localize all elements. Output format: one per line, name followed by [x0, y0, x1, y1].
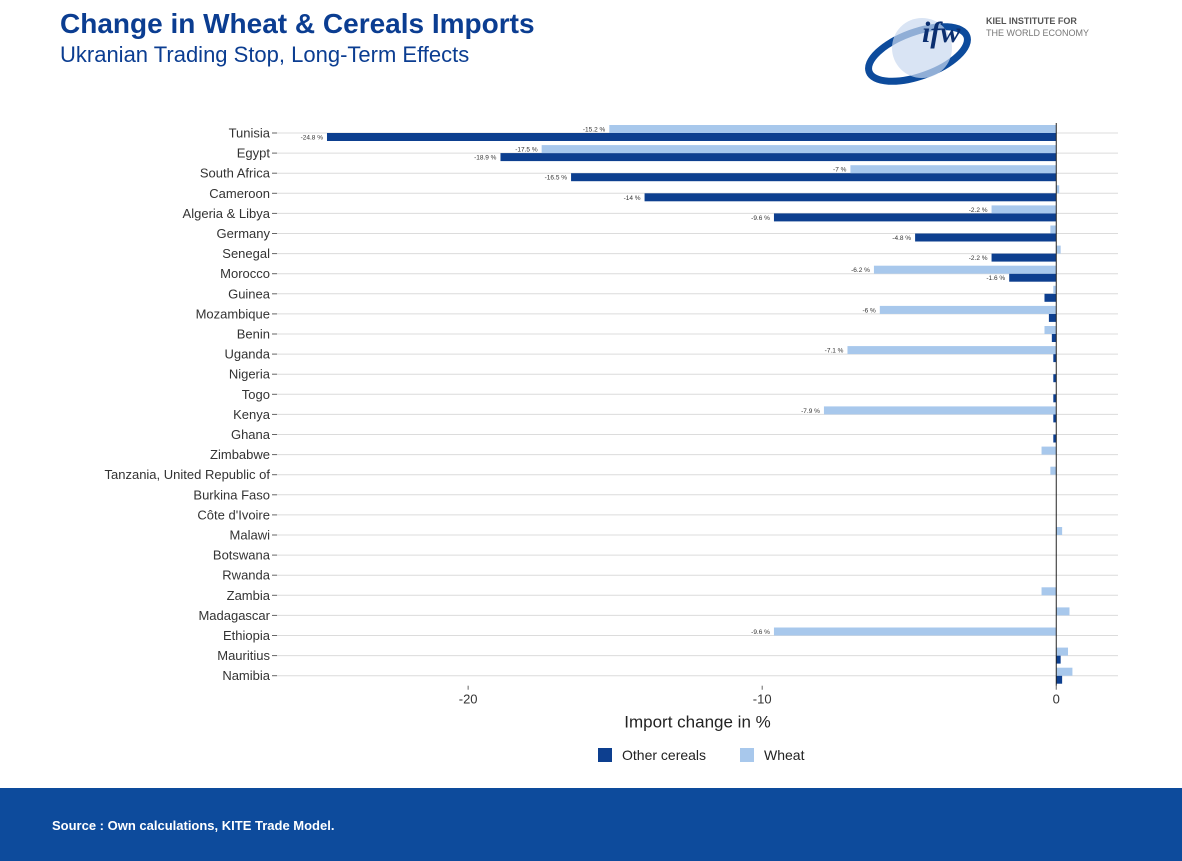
bar-wheat — [874, 266, 1056, 274]
data-label: -15.2 % — [583, 127, 606, 134]
bar-wheat — [774, 628, 1056, 636]
data-label: -1.6 % — [986, 275, 1005, 282]
y-tick-label: Kenya — [233, 407, 271, 422]
bar-chart: -24.8 % -18.9 % -16.5 % -14 % -9.6 % -4.8 % -2… — [0, 0, 1182, 788]
y-tick-label: Egypt — [237, 146, 271, 161]
bar-wheat — [542, 145, 1057, 153]
bar-other-cereals — [1044, 294, 1056, 302]
bar-wheat — [1050, 226, 1056, 234]
data-label: -6 % — [862, 307, 876, 314]
y-tick-label: Ethiopia — [223, 628, 271, 643]
y-tick-label: Morocco — [220, 266, 270, 281]
x-tick-label: 0 — [1053, 692, 1060, 707]
y-tick-label: Togo — [242, 387, 270, 402]
bar-other-cereals — [1052, 334, 1056, 342]
bar-other-cereals — [1056, 656, 1060, 664]
data-label: -18.9 % — [474, 155, 497, 162]
data-label: -7 % — [833, 167, 847, 174]
bar-wheat — [1056, 648, 1068, 656]
footer-bar: Source : Own calculations, KITE Trade Mo… — [0, 788, 1182, 861]
bar-wheat — [1050, 467, 1056, 475]
y-tick-label: Ghana — [231, 427, 271, 442]
data-label: -6.2 % — [851, 267, 870, 274]
y-tick-label: Germany — [217, 226, 271, 241]
data-label: -2.2 % — [969, 207, 988, 214]
data-label: -4.8 % — [892, 235, 911, 242]
y-tick-label: South Africa — [200, 166, 271, 181]
bar-wheat — [1056, 668, 1072, 676]
y-tick-label: Tunisia — [229, 126, 271, 141]
bar-other-cereals — [500, 153, 1056, 161]
source-note: Source : Own calculations, KITE Trade Mo… — [52, 818, 334, 833]
bar-wheat — [992, 205, 1057, 213]
bar-other-cereals — [1049, 314, 1056, 322]
bar-wheat — [1056, 246, 1060, 254]
bar-wheat — [847, 346, 1056, 354]
x-tick-label: -10 — [753, 692, 772, 707]
y-tick-label: Cameroon — [209, 186, 270, 201]
bar-other-cereals — [645, 193, 1057, 201]
legend-label: Other cereals — [622, 747, 706, 763]
bar-other-cereals — [571, 173, 1056, 181]
data-label: -7.1 % — [825, 348, 844, 355]
bar-other-cereals — [774, 213, 1056, 221]
y-tick-label: Guinea — [228, 286, 271, 301]
y-tick-label: Uganda — [224, 347, 270, 362]
data-label: -9.6 % — [751, 629, 770, 636]
bar-wheat — [1056, 527, 1062, 535]
y-tick-label: Senegal — [222, 246, 270, 261]
y-tick-label: Namibia — [222, 668, 270, 683]
y-tick-label: Nigeria — [229, 367, 271, 382]
y-tick-label: Rwanda — [222, 568, 270, 583]
bar-wheat — [1042, 587, 1057, 595]
bar-wheat — [1056, 607, 1069, 615]
bar-wheat — [1042, 447, 1057, 455]
y-tick-label: Malawi — [230, 528, 271, 543]
y-tick-label: Benin — [237, 327, 270, 342]
data-label: -24.8 % — [301, 135, 324, 142]
bar-other-cereals — [915, 234, 1056, 242]
bar-wheat — [1044, 326, 1056, 334]
y-tick-label: Mauritius — [217, 648, 270, 663]
bar-other-cereals — [1056, 676, 1062, 684]
data-label: -14 % — [624, 195, 641, 202]
x-axis-label: Import change in % — [624, 713, 770, 732]
x-tick-label: -20 — [459, 692, 478, 707]
y-tick-label: Zimbabwe — [210, 447, 270, 462]
y-tick-label: Madagascar — [198, 608, 270, 623]
bars: -24.8 % -18.9 % -16.5 % -14 % -9.6 % -4.8 % -2… — [301, 125, 1073, 684]
legend: Other cereals Wheat — [598, 747, 805, 763]
data-label: -7.9 % — [801, 408, 820, 415]
y-axis-labels: Tunisia Egypt South Africa Cameroon Algeria … — [105, 126, 278, 684]
y-tick-label: Algeria & Libya — [183, 206, 271, 221]
y-tick-label: Burkina Faso — [193, 487, 270, 502]
x-axis-ticks: -20 -10 0 — [459, 686, 1060, 707]
bar-other-cereals — [327, 133, 1056, 141]
legend-swatch-other-cereals — [598, 748, 612, 762]
y-tick-label: Zambia — [227, 588, 271, 603]
bar-wheat — [880, 306, 1056, 314]
data-label: -2.2 % — [969, 255, 988, 262]
y-tick-label: Tanzania, United Republic of — [105, 467, 271, 482]
data-label: -9.6 % — [751, 215, 770, 222]
data-label: -16.5 % — [545, 175, 568, 182]
bar-wheat — [609, 125, 1056, 133]
legend-label: Wheat — [764, 747, 805, 763]
bar-wheat — [824, 406, 1056, 414]
y-tick-label: Côte d'Ivoire — [197, 507, 270, 522]
bar-other-cereals — [1009, 274, 1056, 282]
data-label: -17.5 % — [515, 147, 538, 154]
bar-wheat — [850, 165, 1056, 173]
bar-other-cereals — [992, 254, 1057, 262]
legend-swatch-wheat — [740, 748, 754, 762]
y-tick-label: Mozambique — [196, 306, 270, 321]
y-tick-label: Botswana — [213, 548, 271, 563]
